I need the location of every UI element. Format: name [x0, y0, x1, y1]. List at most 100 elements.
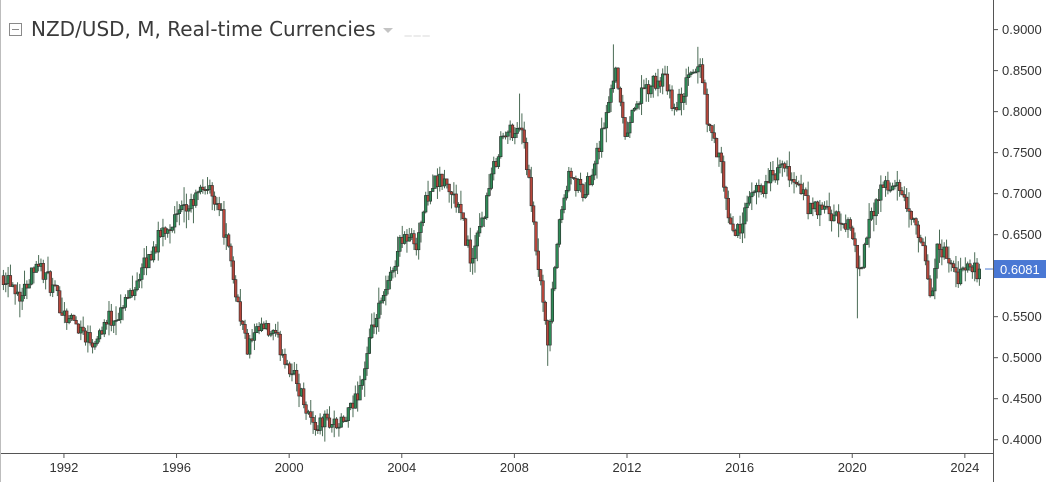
candle-body-down: [231, 260, 235, 280]
candle-body-down: [719, 152, 723, 162]
candle-body-up: [29, 267, 34, 285]
candle-body-down: [236, 296, 240, 302]
candle: [520, 113, 524, 145]
candle: [454, 184, 458, 213]
candle-body-up: [590, 174, 594, 185]
candle: [783, 161, 787, 173]
x-tick-label: 1992: [49, 460, 78, 475]
candle-body-down: [543, 301, 547, 321]
candle-body-up: [635, 103, 639, 109]
candle-body-up: [4, 283, 8, 285]
chart-legend-title[interactable]: NZD/USD, M, Real-time Currencies ___: [9, 16, 432, 42]
candle: [937, 229, 942, 263]
candle-body-down: [302, 388, 306, 406]
chevron-down-icon[interactable]: [382, 27, 393, 33]
candle-body-down: [539, 269, 543, 282]
last-price-badge: [994, 260, 1046, 279]
candle-body-up: [865, 237, 869, 245]
candle: [567, 166, 571, 193]
candle-body-down: [541, 280, 545, 303]
candle: [325, 409, 329, 421]
candle-body-up: [649, 85, 653, 95]
candle-body-up: [600, 128, 604, 152]
candle: [693, 68, 698, 74]
candle: [604, 104, 608, 143]
candle-body-up: [489, 173, 494, 189]
candle: [827, 192, 831, 222]
candle-body-down: [273, 329, 278, 333]
candle: [527, 164, 531, 179]
candle-body-up: [102, 321, 106, 335]
candle-body-up: [393, 265, 397, 271]
candle: [524, 137, 529, 176]
candle: [550, 281, 554, 324]
candle: [888, 182, 892, 193]
candle-body-down: [968, 263, 972, 268]
candle: [388, 266, 393, 290]
candle-body-down: [445, 178, 449, 185]
candle-body-down: [670, 89, 674, 109]
candle-body-up: [121, 307, 125, 309]
candle-body-down: [266, 323, 271, 336]
candle-body-down: [222, 209, 226, 238]
candle: [778, 159, 782, 174]
candle: [750, 182, 754, 211]
candle-body-down: [909, 210, 913, 220]
candle-body-down: [848, 219, 852, 229]
candle: [229, 243, 233, 267]
candle-body-down: [313, 422, 318, 431]
candle-body-down: [771, 170, 775, 176]
candle: [449, 190, 454, 209]
candle-body-down: [41, 263, 45, 280]
candle: [700, 58, 705, 84]
candle-body-up: [194, 192, 198, 206]
candle-body-up: [44, 272, 48, 280]
candle: [461, 212, 465, 221]
candle-body-down: [109, 310, 113, 326]
candle-body-up: [388, 271, 393, 281]
candle-body-up: [506, 131, 510, 137]
candle-body-up: [93, 343, 97, 348]
candle-body-up: [97, 330, 102, 340]
candle-body-down: [325, 413, 329, 419]
candle-body-down: [923, 245, 928, 262]
candle: [463, 217, 468, 246]
candle-body-up: [67, 318, 71, 323]
candle-body-down: [283, 353, 287, 365]
candle: [585, 172, 590, 197]
candle: [639, 75, 644, 116]
candle-body-up: [346, 407, 350, 421]
candle: [276, 321, 280, 338]
last-price-marker: 0.6081: [985, 260, 1046, 279]
candle: [116, 312, 120, 321]
candle: [703, 79, 707, 95]
y-tick-label: 0.6500: [1002, 227, 1042, 242]
candle: [407, 227, 411, 242]
candle: [696, 46, 700, 84]
candle: [67, 315, 71, 325]
candle-body-up: [693, 71, 698, 74]
candle-body-up: [269, 333, 273, 336]
candle: [607, 96, 611, 114]
candle: [689, 71, 693, 78]
candle: [74, 316, 78, 325]
candle: [590, 168, 594, 187]
candle-body-up: [595, 147, 599, 165]
candle: [156, 221, 160, 261]
candle-body-up: [743, 207, 747, 225]
candle-body-up: [248, 338, 252, 355]
candle-body-up: [515, 128, 519, 134]
candle-body-down: [72, 314, 76, 321]
candle: [853, 232, 857, 253]
candle: [173, 206, 177, 234]
collapse-icon[interactable]: [9, 22, 22, 36]
candle: [776, 157, 780, 185]
candle-body-down: [787, 166, 791, 181]
candle-body-down: [951, 263, 956, 268]
candle-body-up: [555, 243, 559, 268]
candle: [4, 272, 8, 293]
candle-body-up: [367, 337, 372, 354]
